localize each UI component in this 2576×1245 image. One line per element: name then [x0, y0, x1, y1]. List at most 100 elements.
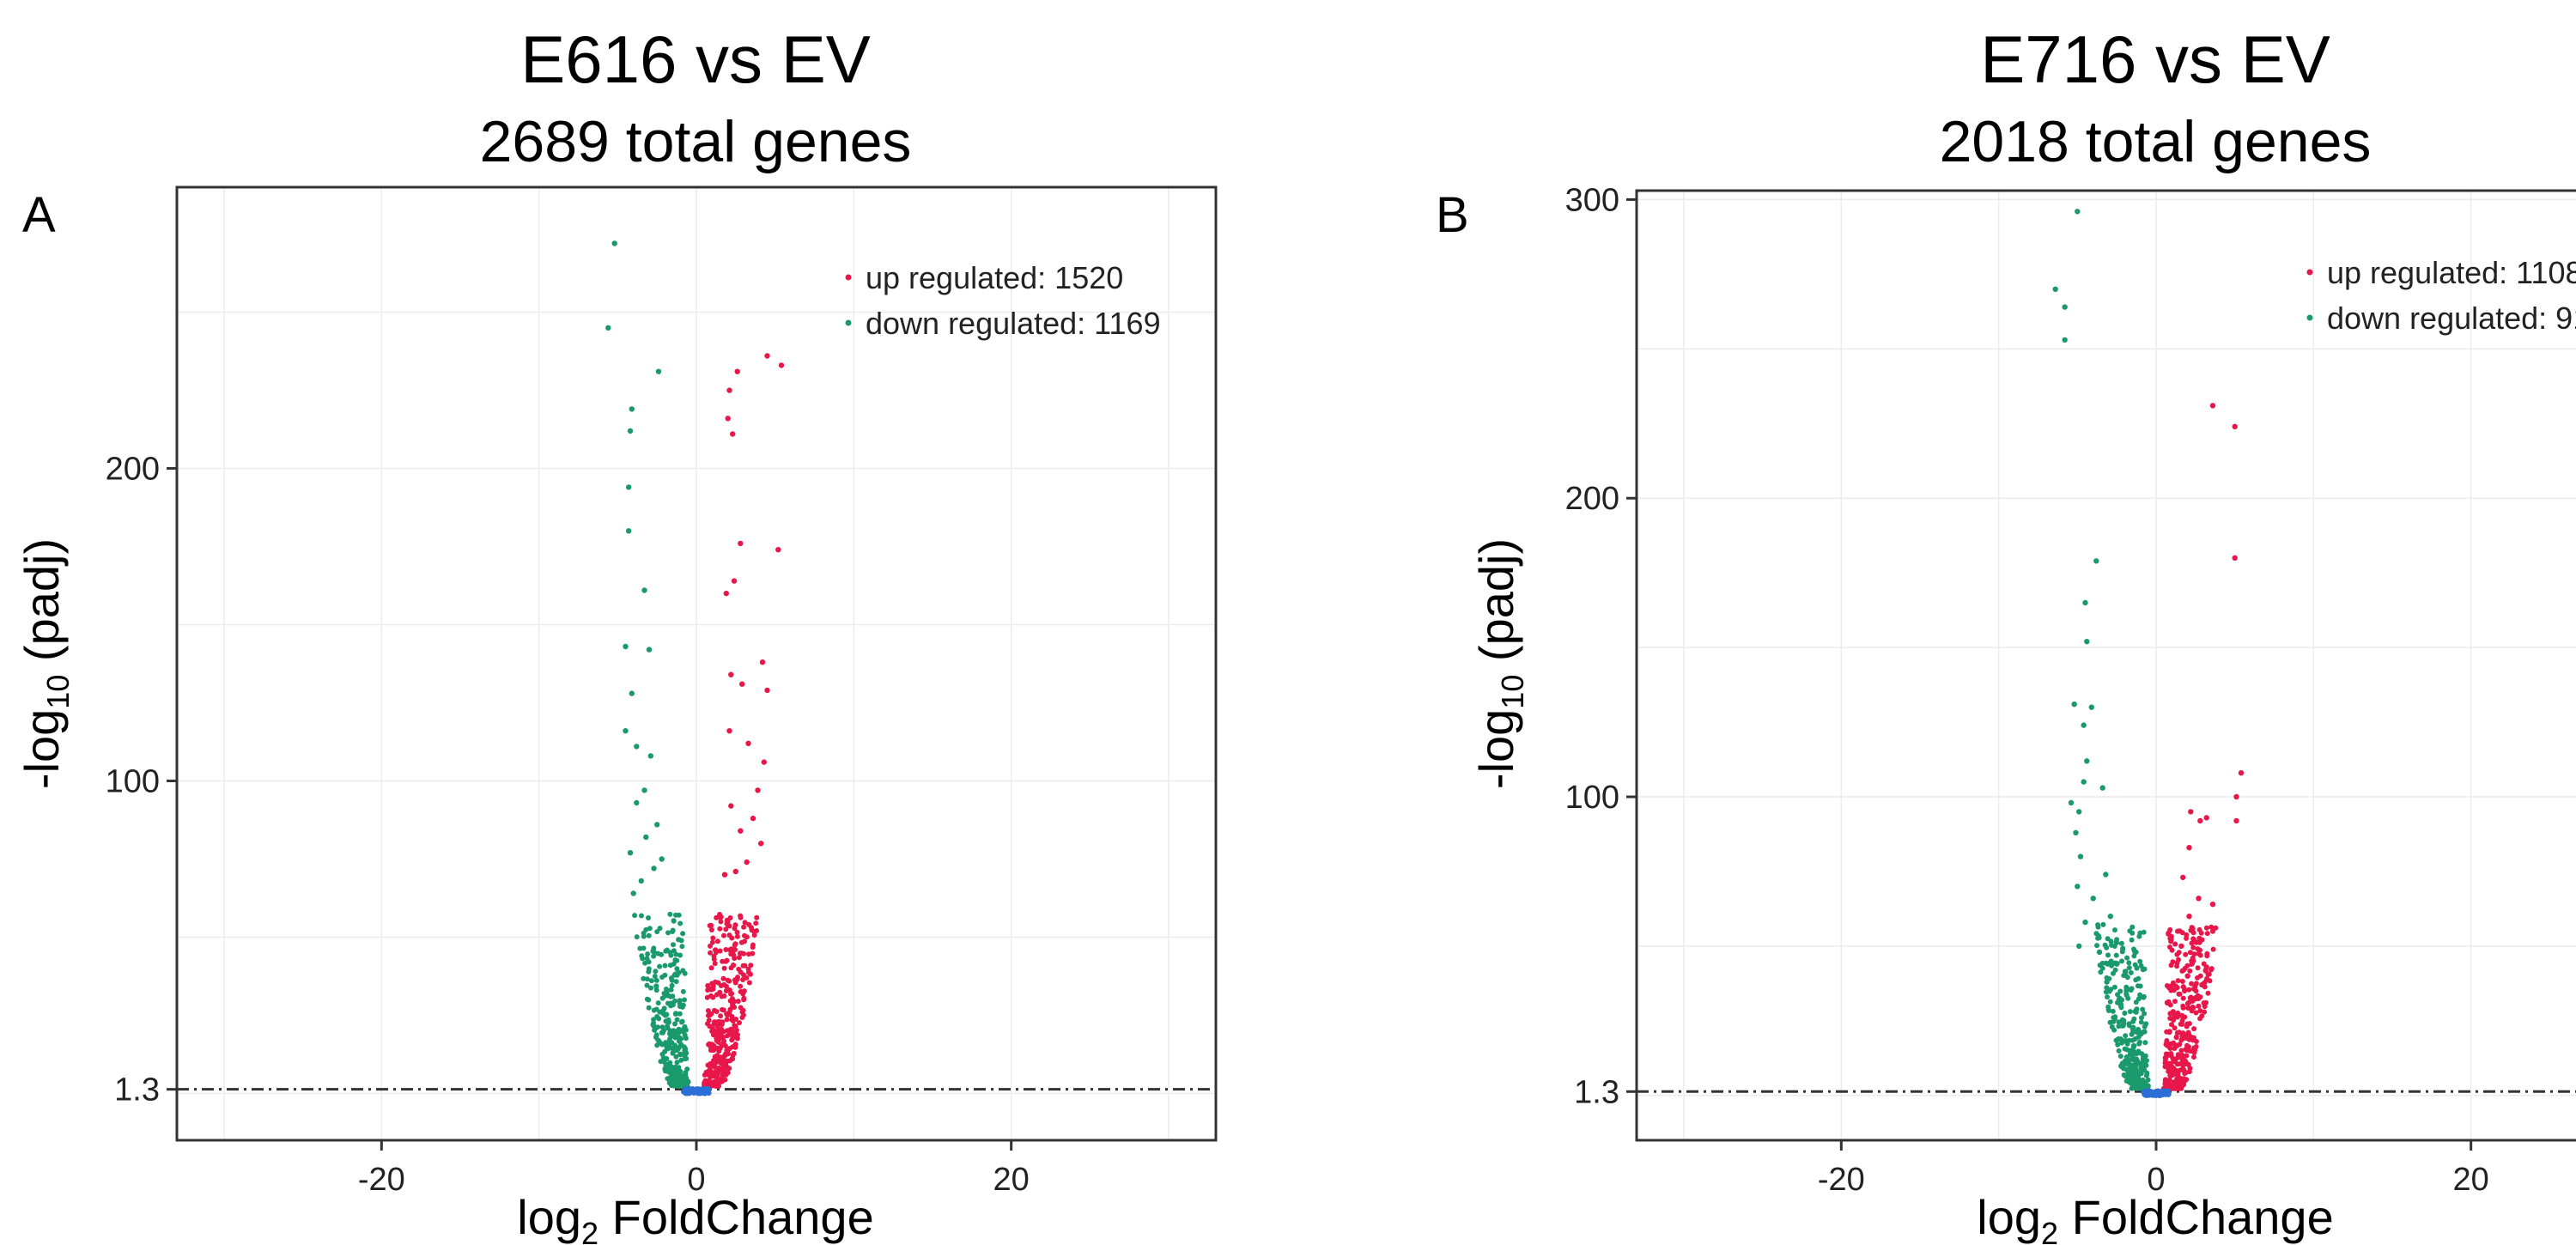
- panel-b-point-down: [2130, 1081, 2136, 1087]
- panel-b-legend: up regulated: 1108 down regulated: 910: [2306, 255, 2576, 336]
- panel-b-point-up: [2204, 950, 2210, 957]
- panel-a-point-down: [653, 1032, 659, 1038]
- panel-b-y-tick-label: 200: [1565, 481, 1619, 517]
- panel-b-point-up: [2204, 975, 2210, 981]
- panel-a-point-down: [683, 1050, 690, 1056]
- panel-a-point-up: [733, 1035, 739, 1041]
- panel-b-point-down: [2107, 914, 2113, 920]
- panel-a-point-down: [627, 850, 634, 856]
- panel-a-point-down: [680, 931, 686, 937]
- panel-a-point-up: [721, 993, 727, 999]
- panel-a: E616 vs EV 2689 total genes A 1.3100200 …: [15, 21, 1218, 1245]
- panel-b-point-up: [2203, 999, 2209, 1005]
- panel-a-point-up: [735, 999, 741, 1005]
- panel-a-point-up: [722, 1043, 728, 1048]
- panel-b-point-up: [2164, 999, 2170, 1005]
- panel-a-point-up: [732, 1023, 738, 1029]
- panel-a-point-down: [667, 1060, 673, 1066]
- panel-a-point-up: [706, 1068, 711, 1074]
- panel-b-point-up: [2204, 931, 2210, 937]
- panel-a-point-down: [682, 997, 687, 1003]
- panel-a-point-up: [728, 671, 734, 677]
- panel-a-point-down: [677, 952, 683, 958]
- panel-b-point-down: [2133, 1085, 2139, 1091]
- panel-b-point-down: [2118, 940, 2124, 946]
- panel-a-point-down: [654, 822, 660, 828]
- panel-b-point-down: [2123, 1058, 2128, 1064]
- panel-b-subtitle: 2018 total genes: [1940, 109, 2372, 174]
- panel-b-point-down: [2116, 1048, 2122, 1054]
- panel-a-point-up: [712, 1007, 717, 1013]
- panel-b-point-down: [2103, 872, 2109, 878]
- panel-b-point-up: [2189, 940, 2195, 946]
- panel-b-x-ticks: -20 0 20: [1818, 1140, 2489, 1198]
- panel-b-point-down: [2111, 984, 2117, 990]
- panel-b-point-down: [2119, 958, 2124, 964]
- panel-b-point-up: [2183, 1033, 2188, 1039]
- panel-a-point-up: [720, 1035, 726, 1041]
- panel-b-point-down: [2112, 960, 2118, 966]
- panel-b-point-down: [2124, 955, 2130, 961]
- panel-a-point-down: [638, 878, 644, 884]
- panel-a-point-up: [723, 926, 729, 932]
- panel-a-y-tick-label: 200: [106, 452, 160, 488]
- panel-a-point-down: [674, 1048, 680, 1054]
- panel-b-point-down: [2129, 1073, 2136, 1079]
- panel-a-point-up: [719, 1043, 725, 1049]
- panel-b-point-down: [2142, 1023, 2148, 1029]
- panel-b-point-not-significant: [2155, 1088, 2162, 1095]
- panel-a-point-up: [729, 1027, 735, 1033]
- panel-a-point-down: [626, 484, 632, 490]
- panel-a-point-down: [623, 728, 629, 734]
- panel-a-point-up: [717, 926, 723, 932]
- panel-a-point-down: [641, 975, 647, 981]
- panel-b-point-down: [2137, 930, 2143, 936]
- panel-a-point-up: [748, 963, 754, 969]
- panel-b-point-up: [2173, 1035, 2179, 1041]
- panel-a-point-down: [639, 913, 644, 919]
- panel-a-x-axis-label: log2 FoldChange: [517, 1190, 873, 1245]
- panel-a-point-down: [662, 963, 668, 969]
- panel-a-point-down: [674, 957, 680, 963]
- panel-a-x-tick-label: 0: [687, 1162, 705, 1198]
- panel-b-point-down: [2136, 1078, 2142, 1084]
- panel-b-point-down: [2134, 1006, 2140, 1012]
- panel-a-point-down: [667, 911, 673, 917]
- panel-a-point-down: [646, 932, 652, 938]
- panel-b-point-down: [2123, 1033, 2129, 1039]
- panel-a-point-up: [746, 980, 752, 986]
- panel-a-point-down: [683, 1035, 689, 1042]
- panel-b-point-down: [2068, 799, 2075, 806]
- panel-a-point-down: [671, 942, 676, 948]
- panel-b-point-down: [2117, 988, 2123, 994]
- panel-b-point-up: [2232, 555, 2238, 561]
- panel-b-point-up: [2186, 987, 2192, 993]
- panel-b-point-up: [2180, 874, 2186, 881]
- panel-b-point-up: [2193, 988, 2199, 994]
- panel-b-point-up: [2196, 896, 2202, 902]
- panel-b-point-up: [2187, 1066, 2193, 1072]
- panel-a-point-down: [671, 1030, 676, 1036]
- panel-b-y-axis-label: -log10 (padj): [1469, 538, 1530, 789]
- panel-a-point-up: [726, 987, 732, 993]
- panel-a-point-up: [708, 965, 714, 971]
- panel-b-point-down: [2145, 1077, 2151, 1083]
- panel-b-point-up: [2174, 1014, 2180, 1020]
- panel-a-point-down: [662, 972, 668, 978]
- panel-b-point-down: [2131, 946, 2136, 952]
- panel-a-point-down: [651, 865, 657, 872]
- panel-b-point-up: [2172, 999, 2178, 1005]
- panel-a-point-up: [742, 963, 748, 969]
- panel-b-title: E716 vs EV: [1980, 21, 2330, 97]
- panel-a-point-up: [775, 547, 781, 553]
- panel-b-point-up: [2188, 809, 2194, 815]
- panel-a-point-up: [735, 975, 740, 981]
- panel-b-point-down: [2120, 1038, 2126, 1044]
- panel-a-point-up: [764, 687, 770, 694]
- panel-b-point-up: [2208, 967, 2215, 973]
- panel-b-point-down: [2138, 1065, 2144, 1071]
- panel-b-point-up: [2197, 1008, 2203, 1014]
- panel-b-point-up: [2162, 1054, 2168, 1060]
- panel-b-point-down: [2139, 1015, 2144, 1021]
- panel-a-point-up: [720, 975, 726, 981]
